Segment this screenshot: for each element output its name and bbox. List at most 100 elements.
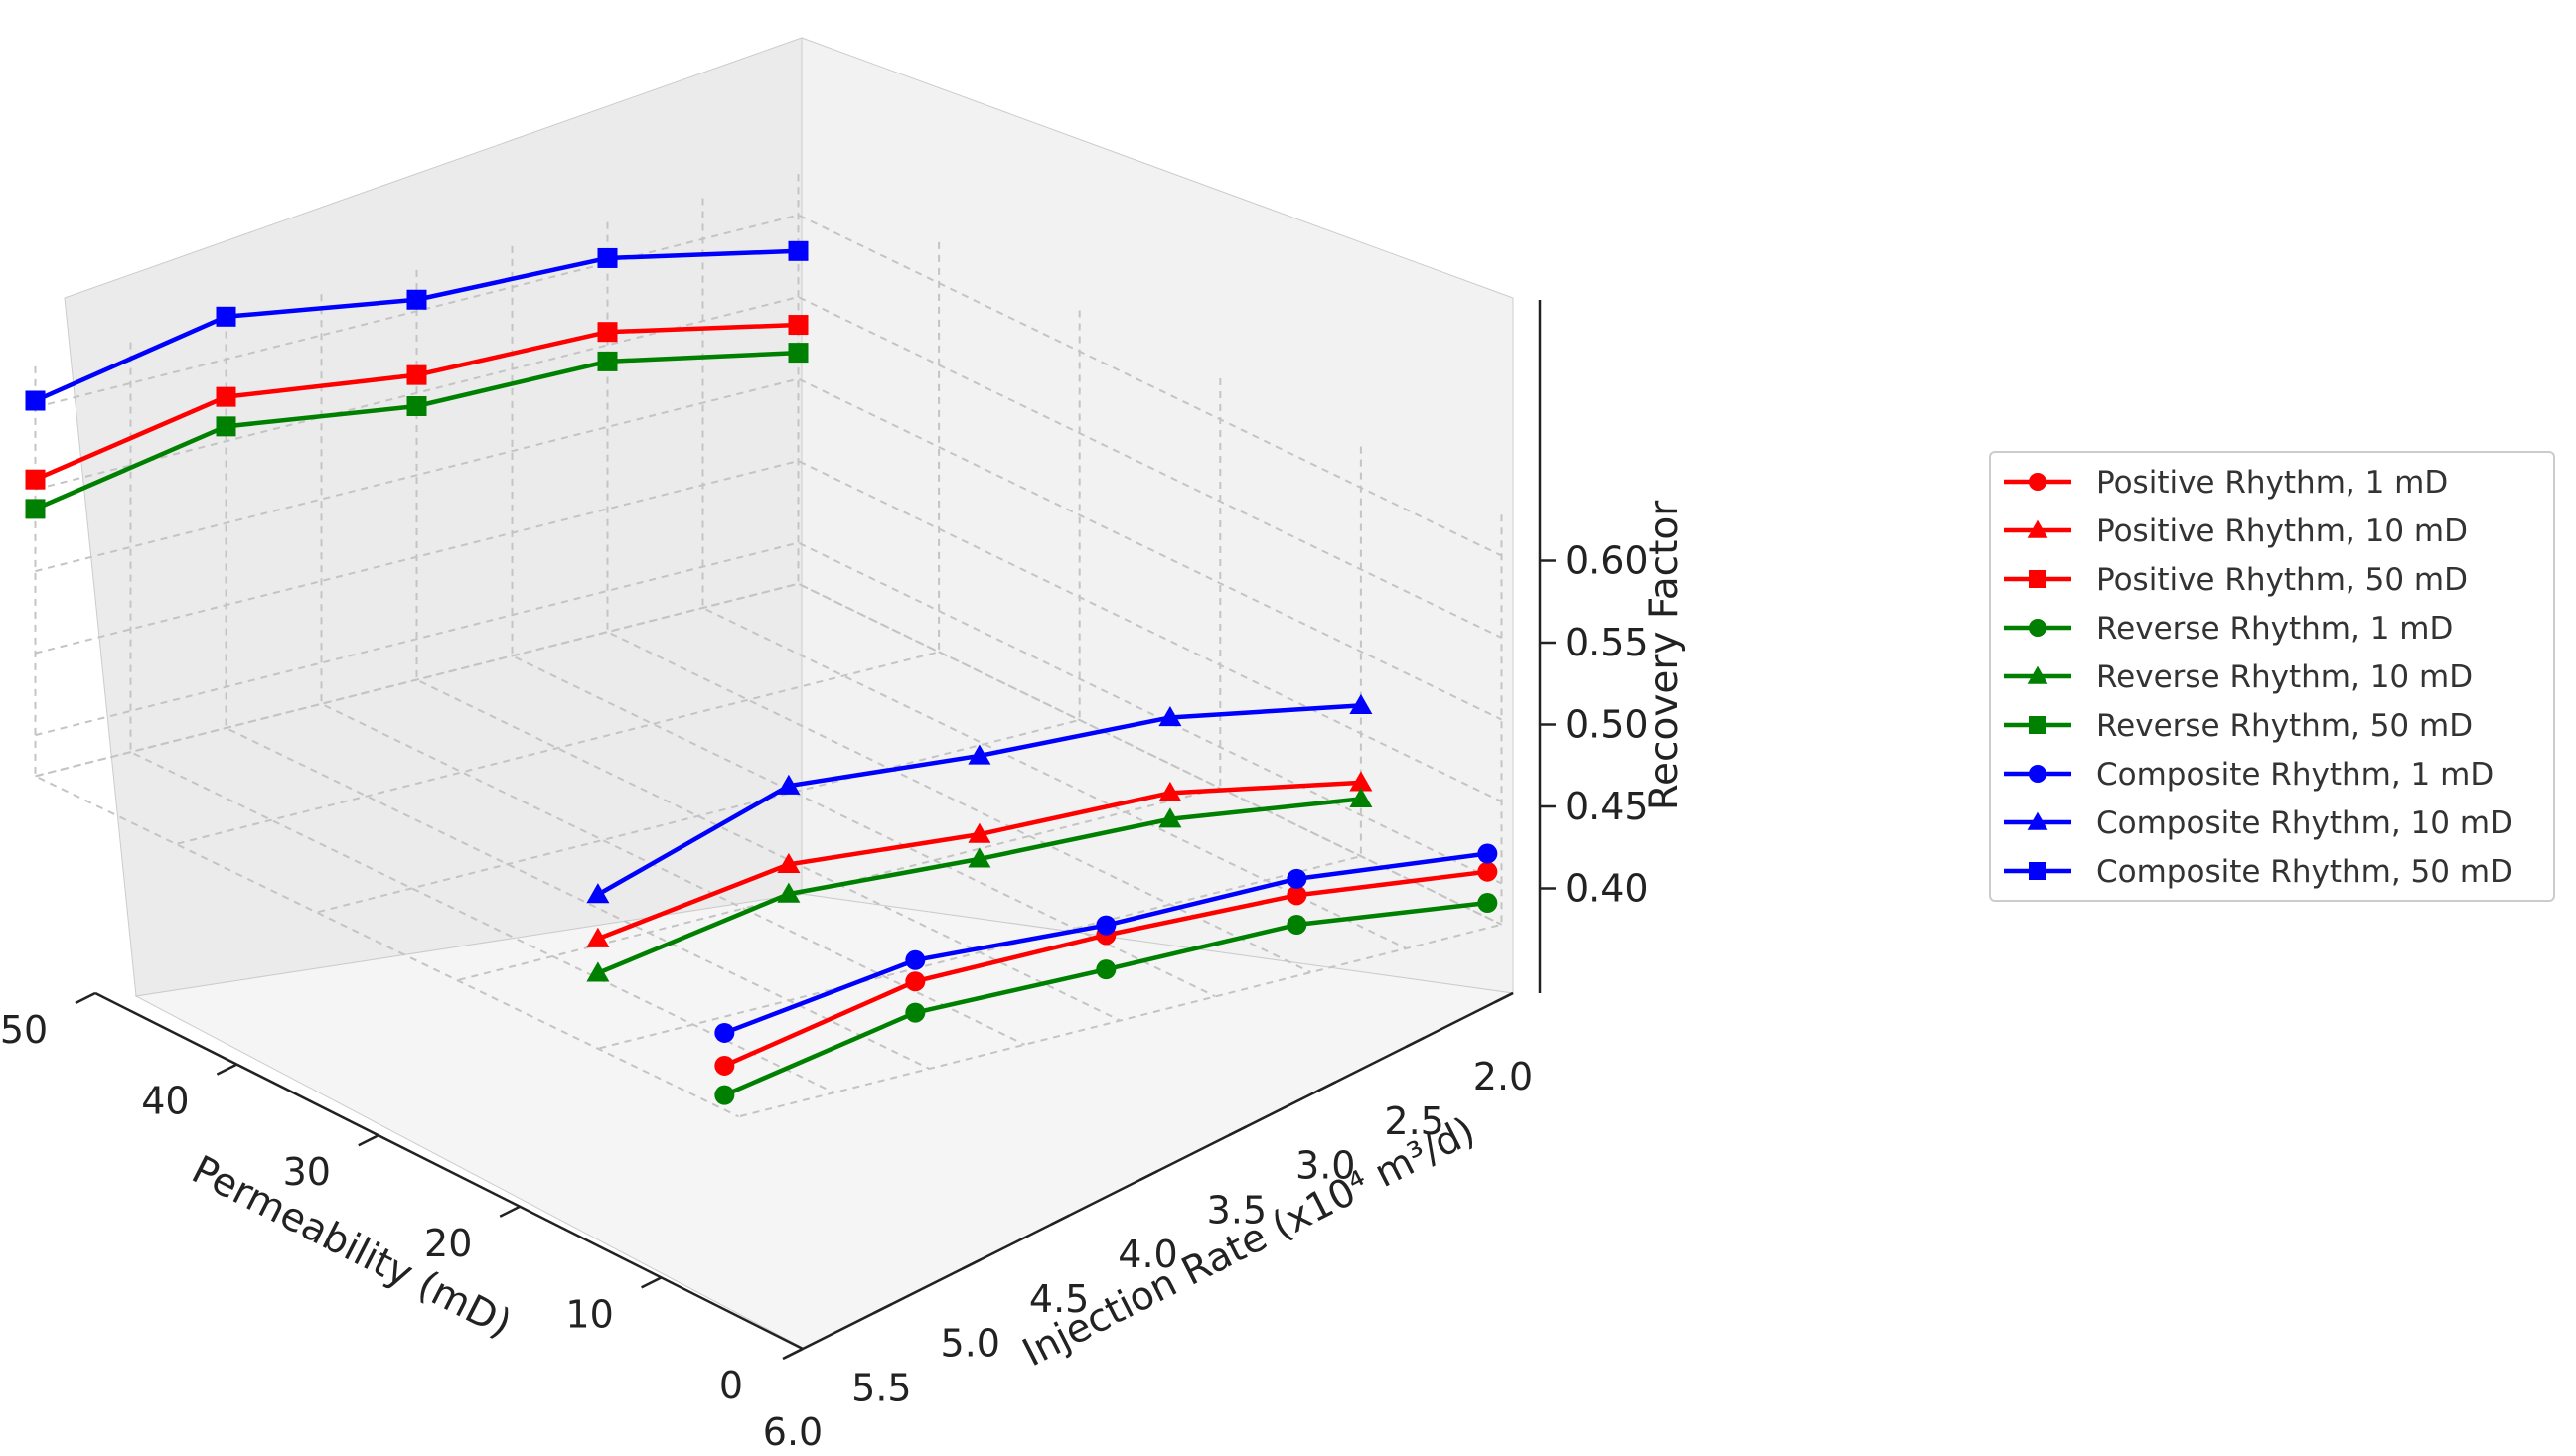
legend-label: Reverse Rhythm, 50 mD: [2096, 708, 2473, 744]
back-right-pane: [801, 37, 1514, 994]
series-positive-rhythm-10-md: [586, 771, 1373, 947]
data-point: [1096, 959, 1117, 980]
series-composite-rhythm-10-md: [586, 693, 1373, 904]
data-point: [1158, 807, 1182, 828]
data-point: [788, 240, 809, 261]
x-tick-label: 3.0: [1295, 1144, 1355, 1188]
y-tick-label: 20: [424, 1222, 472, 1265]
legend-entry: Positive Rhythm, 1 mD: [2004, 465, 2448, 501]
legend-marker: [2029, 619, 2046, 637]
data-point: [905, 949, 926, 970]
data-point: [1349, 771, 1373, 792]
series-positive-rhythm-50-md: [25, 315, 809, 490]
legend-entry: Composite Rhythm, 1 mD: [2004, 757, 2494, 793]
data-series: [25, 240, 1498, 1105]
series-reverse-rhythm-50-md: [25, 343, 809, 519]
legend-entry: Composite Rhythm, 10 mD: [2004, 805, 2513, 841]
legend-marker: [2027, 519, 2048, 538]
y-tick-label: 0: [719, 1364, 743, 1407]
data-point: [777, 882, 801, 903]
data-point: [1477, 861, 1498, 882]
z-axis-label: Recovery Factor: [1642, 500, 1687, 811]
series-composite-rhythm-50-md: [25, 240, 809, 411]
data-point: [586, 961, 610, 982]
data-point: [1287, 915, 1307, 936]
y-tick-label: 30: [283, 1150, 331, 1194]
tick-labels: 0.40 0.45 0.50 0.55 0.60 2.0 2.5 3.0 3.5 4.0 4.5 5.…: [0, 539, 1649, 1455]
x-tick-label: 3.5: [1207, 1188, 1267, 1232]
y-tick-label: 10: [565, 1292, 613, 1336]
legend-marker: [2027, 665, 2048, 684]
legend-entry: Positive Rhythm, 50 mD: [2004, 562, 2468, 598]
data-point: [1349, 787, 1373, 808]
data-point: [714, 1022, 735, 1043]
legend-label: Composite Rhythm, 50 mD: [2096, 854, 2513, 890]
data-point: [597, 247, 618, 268]
data-point: [25, 390, 46, 411]
z-tick-label: 0.50: [1565, 703, 1649, 747]
data-point: [216, 386, 236, 407]
x-tick-mark: [1138, 1169, 1159, 1182]
x-tick-mark: [1406, 1036, 1426, 1048]
data-point: [777, 852, 801, 874]
back-left-pane: [64, 37, 803, 997]
data-point: [597, 322, 618, 343]
z-tick-label: 0.45: [1565, 785, 1649, 828]
x-tick-mark: [1228, 1125, 1248, 1137]
legend-marker: [2029, 570, 2046, 588]
legend-entry: Composite Rhythm, 50 mD: [2004, 854, 2513, 890]
data-point: [1158, 781, 1182, 801]
data-point: [714, 1055, 735, 1076]
data-point: [1477, 893, 1498, 914]
data-point: [1349, 693, 1373, 714]
x-tick-label: 2.0: [1473, 1055, 1533, 1098]
legend: Positive Rhythm, 1 mD Positive Rhythm, 10…: [1989, 451, 2555, 902]
data-point: [586, 927, 610, 947]
z-tick-label: 0.40: [1565, 867, 1649, 911]
data-point: [597, 351, 618, 371]
legend-entry: Reverse Rhythm, 1 mD: [2004, 611, 2453, 647]
legend-label: Positive Rhythm, 50 mD: [2096, 562, 2468, 598]
y-tick-label: 50: [0, 1008, 48, 1052]
data-point: [714, 1085, 735, 1105]
data-point: [1477, 843, 1498, 864]
y-tick-mark: [358, 1134, 379, 1147]
data-point: [586, 883, 610, 904]
x-tick-label: 4.0: [1118, 1233, 1177, 1276]
x-tick-mark: [962, 1258, 982, 1270]
data-point: [25, 469, 46, 490]
y-axis-line: [94, 991, 804, 1351]
x-tick-label: 5.0: [941, 1322, 1000, 1366]
data-point: [25, 499, 46, 519]
data-point: [968, 744, 991, 765]
legend-marker: [2029, 473, 2046, 491]
x-tick-label: 4.5: [1029, 1277, 1089, 1321]
y-tick-mark: [75, 991, 96, 1005]
legend-label: Positive Rhythm, 1 mD: [2096, 465, 2448, 501]
x-tick-mark: [1050, 1214, 1070, 1226]
y-tick-mark: [499, 1205, 521, 1218]
x-tick-label: 5.5: [851, 1366, 911, 1409]
x-tick-mark: [872, 1303, 892, 1315]
legend-box: [1989, 451, 2555, 902]
data-point: [777, 774, 801, 795]
data-point: [406, 396, 427, 416]
series-reverse-rhythm-10-md: [586, 787, 1373, 982]
legend-marker: [2029, 716, 2046, 734]
y-tick-mark: [216, 1063, 237, 1076]
legend-label: Reverse Rhythm, 1 mD: [2096, 611, 2453, 647]
series-composite-rhythm-1-md: [714, 843, 1498, 1043]
x-tick-mark: [1316, 1081, 1336, 1092]
y-tick-mark: [782, 1347, 804, 1361]
data-point: [1287, 868, 1307, 889]
z-tick-label: 0.55: [1565, 621, 1649, 664]
legend-marker: [2027, 811, 2048, 830]
legend-label: Composite Rhythm, 10 mD: [2096, 805, 2513, 841]
data-point: [968, 847, 991, 868]
data-point: [406, 289, 427, 310]
z-tick-label: 0.60: [1565, 539, 1649, 583]
data-point: [788, 315, 809, 336]
tick-marks: [75, 559, 1556, 1361]
x-tick-label: 2.5: [1384, 1099, 1443, 1143]
legend-label: Composite Rhythm, 1 mD: [2096, 757, 2494, 793]
